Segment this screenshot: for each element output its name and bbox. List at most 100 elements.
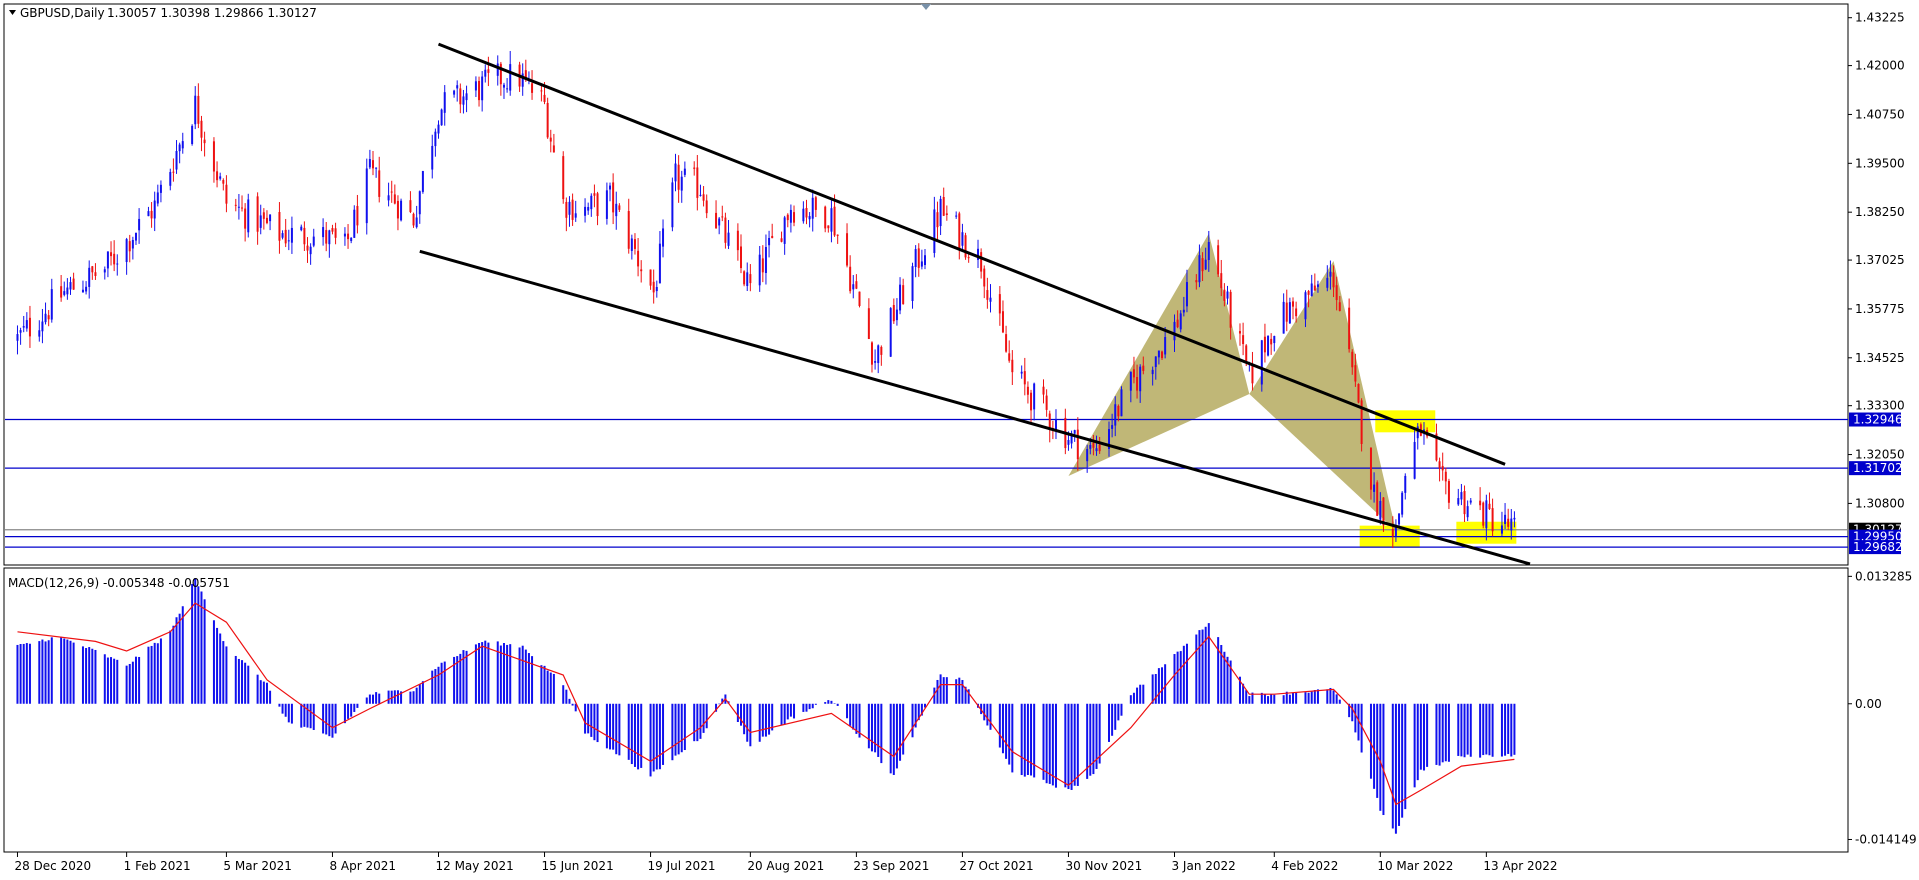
candle [1042,386,1045,395]
candle [287,240,290,242]
candle [793,212,796,223]
macd-histogram-bar [1157,668,1160,704]
macd-histogram-bar [262,681,265,704]
candle [63,291,66,295]
candle [331,228,334,232]
candle [1173,321,1176,341]
candle [50,289,53,320]
candle [637,250,640,267]
macd-histogram-bar [936,679,939,704]
macd-histogram-bar [1142,684,1145,704]
candle [365,168,368,224]
macd-histogram-bar [1195,634,1198,704]
macd-histogram-bar [247,665,250,704]
macd-histogram-bar [1220,645,1223,704]
macd-panel[interactable] [3,567,1849,853]
pattern-triangle-bcd [1249,261,1396,531]
candle [633,239,636,249]
macd-histogram-bar [1248,696,1251,704]
candle [961,232,964,246]
candle [1157,350,1160,358]
macd-histogram-bar [1469,703,1472,757]
price-panel[interactable] [3,3,1849,566]
candle [499,63,502,85]
macd-histogram-bar [1176,651,1179,704]
candle [1120,389,1123,417]
macd-histogram-bar [372,694,374,704]
macd-histogram-bar [671,703,674,761]
candle [462,96,465,105]
candle [484,69,487,77]
macd-histogram-bar [1479,703,1482,758]
macd-histogram-bar [1217,637,1220,704]
time-tick-label: 27 Oct 2021 [959,859,1033,873]
ohlc-values: 1.30057 1.30398 1.29866 1.30127 [107,6,317,20]
macd-histogram-bar [833,703,836,704]
candle [153,200,156,219]
candle [1142,365,1145,371]
candle [443,92,446,113]
candle [789,209,792,223]
collapse-triangle-icon[interactable] [9,10,16,15]
macd-histogram-bar [1500,703,1503,757]
macd-histogram-bar [1161,667,1164,704]
macd-histogram-bar [487,642,490,704]
macd-histogram-bar [116,659,119,704]
macd-histogram-bar [1413,703,1416,788]
candle [278,212,281,241]
macd-histogram-bar [1482,703,1485,756]
candle [749,274,752,284]
macd-histogram-bar [605,703,608,749]
macd-histogram-bar [1008,703,1011,765]
macd-histogram-bar [1438,703,1441,766]
macd-histogram-bar [989,703,992,730]
macd-histogram-bar [1504,703,1507,756]
macd-histogram-bar [1338,699,1341,704]
candle [771,235,774,239]
macd-histogram-bar [584,703,587,734]
macd-histogram-bar [630,703,633,765]
candle [1011,359,1014,373]
macd-histogram-bar [662,703,665,765]
price-tick-label: 1.38250 [1855,205,1905,219]
macd-histogram-bar [222,641,225,704]
macd-histogram-bar [459,653,462,704]
candle [895,309,898,321]
macd-histogram-bar [1394,703,1397,834]
macd-histogram-bar [518,647,521,704]
candle [1504,514,1507,524]
candle [1482,502,1485,526]
price-tick-label: 1.37025 [1855,253,1905,267]
macd-histogram-bar [827,700,830,704]
macd-histogram-bar [353,703,356,712]
time-tick-label: 30 Nov 2021 [1065,859,1142,873]
macd-histogram-bar [1139,684,1142,704]
macd-histogram-bar [334,703,337,734]
channel-trend-line[interactable] [419,249,1531,566]
candle [1310,283,1313,297]
candle [593,193,596,196]
macd-histogram-bar [674,703,677,756]
macd-histogram-bar [1226,656,1229,704]
macd-histogram-bar [696,703,699,742]
candle [1270,338,1273,345]
channel-trend-line[interactable] [437,42,1506,466]
macd-histogram-bar [365,697,368,704]
macd-histogram-bar [1086,703,1089,779]
candle [783,217,786,244]
macd-histogram-bar [637,703,640,770]
time-tick-label: 23 Sep 2021 [853,859,929,873]
chart-shift-marker-icon[interactable] [921,4,931,10]
macd-histogram-bar [889,703,892,774]
macd-histogram-bar [125,665,128,704]
candle [902,285,905,305]
candle [1195,280,1198,283]
macd-histogram-bar [1295,692,1298,704]
macd-layer [16,578,1516,834]
candle [172,171,175,173]
candle [521,73,524,87]
macd-histogram-bar [955,679,958,704]
candle [353,209,356,238]
price-tick-label: 1.34525 [1855,351,1905,365]
candle [640,269,643,272]
